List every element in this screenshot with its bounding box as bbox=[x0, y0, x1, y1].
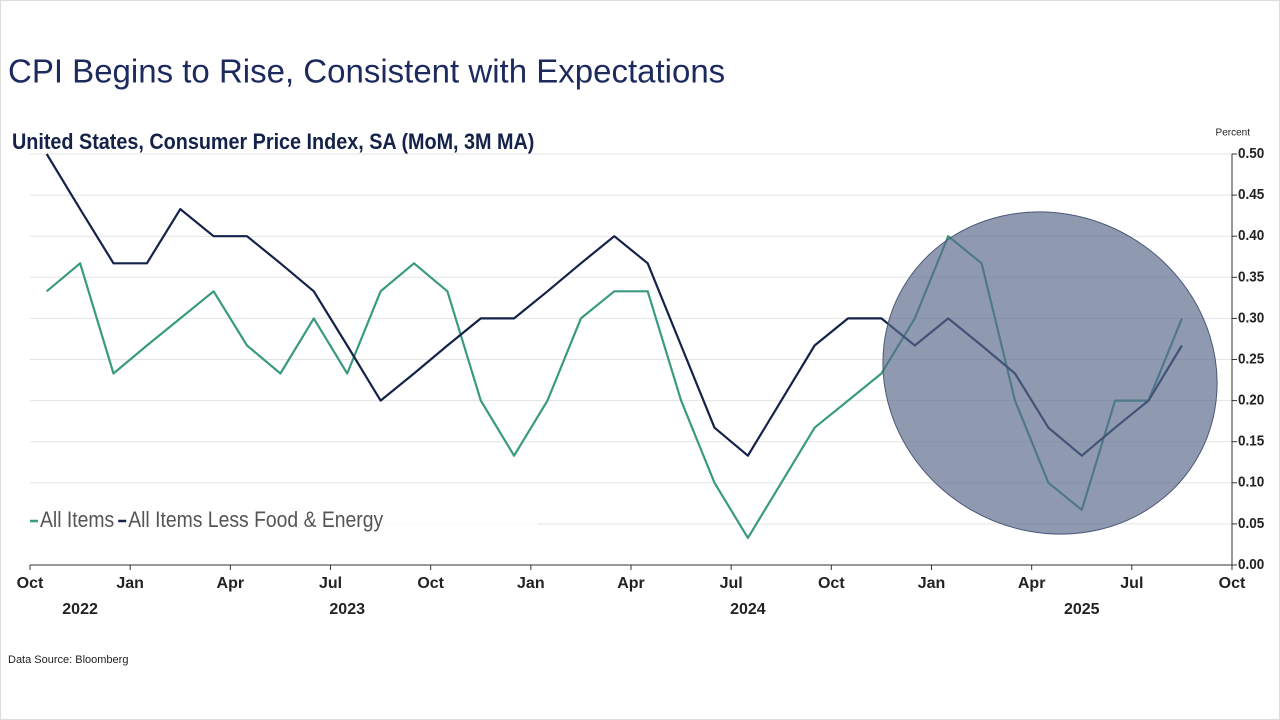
y-tick-label: 0.00 bbox=[1238, 556, 1264, 573]
y-tick-label: 0.10 bbox=[1238, 474, 1264, 491]
highlight-ellipse bbox=[882, 211, 1218, 535]
chart-title: CPI Begins to Rise, Consistent with Expe… bbox=[8, 53, 725, 90]
y-tick-label: 0.40 bbox=[1238, 228, 1264, 245]
x-tick-label: Jul bbox=[720, 575, 743, 592]
y-tick-label: 0.45 bbox=[1238, 186, 1264, 203]
x-tick-label: Apr bbox=[1018, 575, 1046, 592]
legend-background bbox=[28, 508, 538, 534]
source-note: Data Source: Bloomberg bbox=[8, 654, 128, 666]
x-year-label: 2022 bbox=[62, 601, 98, 618]
y-tick-label: 0.30 bbox=[1238, 310, 1264, 327]
x-tick-label: Jul bbox=[1120, 575, 1143, 592]
x-tick-label: Jan bbox=[116, 575, 144, 592]
y-tick-label: 0.20 bbox=[1238, 392, 1264, 409]
y-axis-label: Percent bbox=[1216, 128, 1251, 139]
x-tick-label: Oct bbox=[1219, 575, 1246, 592]
x-year-label: 2024 bbox=[730, 601, 766, 618]
x-tick-label: Jan bbox=[517, 575, 545, 592]
x-tick-label: Jul bbox=[319, 575, 342, 592]
x-tick-label: Oct bbox=[17, 575, 44, 592]
chart-subtitle: United States, Consumer Price Index, SA … bbox=[12, 130, 534, 154]
x-year-label: 2025 bbox=[1064, 601, 1100, 618]
legend-label: All Items bbox=[40, 508, 114, 532]
x-year-label: 2023 bbox=[329, 601, 365, 618]
x-tick-label: Apr bbox=[617, 575, 645, 592]
y-tick-label: 0.35 bbox=[1238, 269, 1264, 286]
legend: All Items All Items Less Food & Energy bbox=[28, 508, 538, 534]
y-tick-label: 0.25 bbox=[1238, 351, 1264, 368]
legend-label: All Items Less Food & Energy bbox=[128, 508, 384, 532]
x-tick-label: Apr bbox=[217, 575, 245, 592]
x-tick-label: Oct bbox=[417, 575, 444, 592]
y-tick-label: 0.15 bbox=[1238, 433, 1264, 450]
y-tick-label: 0.05 bbox=[1238, 515, 1264, 532]
x-tick-label: Jan bbox=[918, 575, 946, 592]
x-tick-label: Oct bbox=[818, 575, 845, 592]
y-tick-label: 0.50 bbox=[1238, 145, 1264, 162]
